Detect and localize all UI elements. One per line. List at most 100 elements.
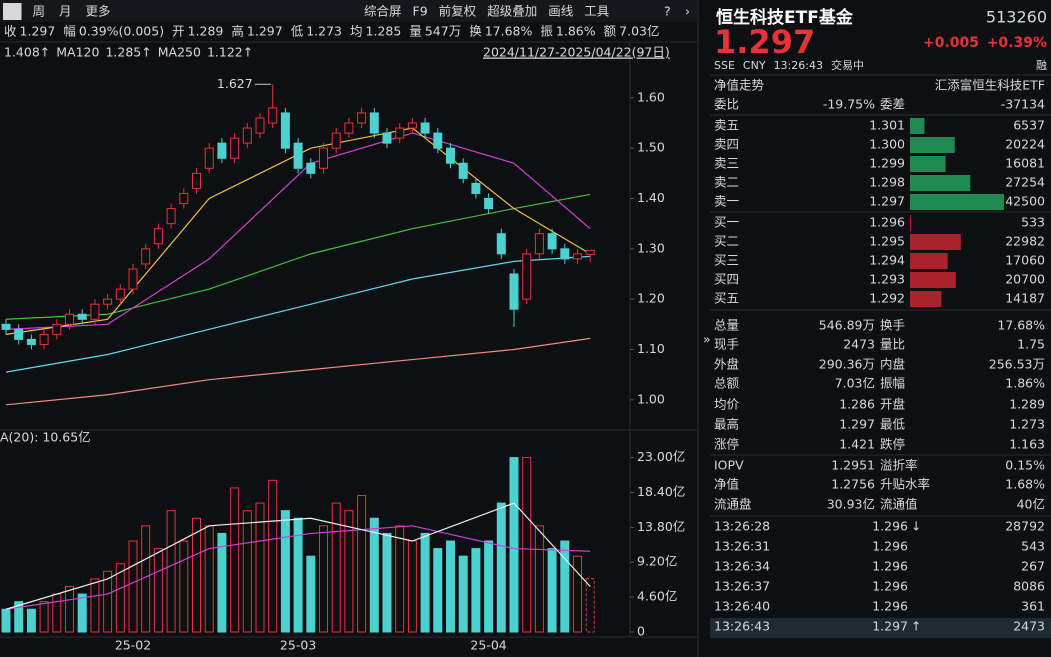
candle-body xyxy=(14,328,24,340)
book-price: 1.294 xyxy=(869,253,905,268)
period-tab[interactable]: 月 xyxy=(59,4,72,19)
stat-cell: 涨停 xyxy=(714,437,739,452)
period-tab[interactable]: 周 xyxy=(33,4,46,19)
ma-legend: 1.408↑ xyxy=(4,45,50,60)
book-volume: 16081 xyxy=(1005,156,1045,171)
stat-cell: 最低 xyxy=(880,417,906,432)
info-label: 低 xyxy=(291,24,304,39)
ma-legend: MA120 xyxy=(56,45,99,60)
tool-button[interactable]: 综合屏 xyxy=(364,4,402,19)
quote-meta: 交易中 xyxy=(831,58,864,72)
stat-cell: 256.53万 xyxy=(989,357,1045,372)
stat-cell: 1.2951 xyxy=(831,458,875,473)
candle-body xyxy=(344,122,354,134)
tool-button[interactable]: F9 xyxy=(413,4,428,19)
stat-cell: 2473 xyxy=(843,337,875,352)
book-bar xyxy=(910,234,961,250)
tool-button[interactable]: 工具 xyxy=(584,4,610,19)
candle-body xyxy=(26,338,36,345)
stat-cell: 1.163 xyxy=(1009,437,1045,452)
stat-cell: 1.289 xyxy=(1009,397,1045,412)
tick-arrow: ↓ xyxy=(911,519,921,534)
candle-body xyxy=(560,248,570,260)
period-tab[interactable]: 日 xyxy=(6,4,19,19)
book-volume: 533 xyxy=(1021,215,1045,230)
volume-bar xyxy=(14,601,24,633)
tick-time: 13:26:34 xyxy=(714,559,770,574)
collapse-icon[interactable]: » xyxy=(703,332,711,347)
candle-body xyxy=(268,107,278,124)
volume-bar xyxy=(369,517,379,633)
book-price: 1.295 xyxy=(869,234,905,249)
high-annotation: 1.627 xyxy=(217,76,253,91)
book-label: 买二 xyxy=(714,234,739,249)
candle-body xyxy=(420,122,430,134)
ma-line xyxy=(5,502,591,610)
book-label: 卖三 xyxy=(714,156,739,171)
stat-cell: 30.93亿 xyxy=(827,497,875,512)
tick-time: 13:26:28 xyxy=(714,519,770,534)
book-label: 卖四 xyxy=(714,137,739,152)
quote-meta: CNY xyxy=(743,59,766,72)
volume-bar xyxy=(471,548,481,633)
candle-body xyxy=(242,127,252,144)
info-label: 开 xyxy=(172,24,185,39)
tick-time: 13:26:37 xyxy=(714,579,770,594)
y-tick-label: 1.50 xyxy=(637,140,665,155)
y-tick-label: 18.40亿 xyxy=(637,484,685,499)
book-bar xyxy=(910,253,948,269)
book-bar xyxy=(910,156,946,172)
y-tick-label: 0 xyxy=(637,624,645,639)
info-value: 1.297 xyxy=(247,24,283,39)
book-price: 1.293 xyxy=(869,272,905,287)
candle-body xyxy=(128,268,138,290)
tool-button[interactable]: 画线 xyxy=(548,4,574,19)
tick-arrow: ↑ xyxy=(911,619,921,634)
ma-line xyxy=(5,337,591,406)
book-bar xyxy=(910,137,955,153)
help-icon[interactable]: ? xyxy=(664,4,671,19)
tool-button[interactable]: 超级叠加 xyxy=(487,4,537,19)
tick-price: 1.296 xyxy=(872,599,908,614)
y-tick-label: 13.80亿 xyxy=(637,519,685,534)
price: 1.297 xyxy=(714,23,815,61)
candle-body xyxy=(166,208,176,225)
candle-body xyxy=(471,182,481,194)
change: +0.005 xyxy=(923,35,979,51)
book-bar xyxy=(910,215,912,231)
order-ratio: 委比 xyxy=(714,97,739,112)
candle-body xyxy=(217,142,227,159)
fund-code: 513260 xyxy=(986,8,1047,27)
stat-cell: 外盘 xyxy=(714,357,739,372)
nav-fund: 汇添富恒生科技ETF xyxy=(935,78,1045,93)
tick-price: 1.296 xyxy=(872,579,908,594)
book-label: 买三 xyxy=(714,253,739,268)
tool-button[interactable]: 前复权 xyxy=(439,4,477,19)
candle-body xyxy=(179,192,189,205)
info-label: 换 xyxy=(469,24,482,39)
volume-bar xyxy=(319,525,328,633)
nav-link[interactable]: 净值走势 xyxy=(714,78,765,93)
stat-cell: 17.68% xyxy=(997,318,1045,333)
candle-body xyxy=(1,323,11,330)
info-value: 1.273 xyxy=(306,24,342,39)
next-icon[interactable]: › xyxy=(685,4,690,19)
period-tab[interactable]: 更多 xyxy=(86,4,111,19)
book-bar xyxy=(910,272,956,288)
volume-bar xyxy=(280,510,290,633)
y-tick-label: 1.20 xyxy=(637,291,665,306)
book-label: 卖一 xyxy=(714,194,739,209)
volume-bar xyxy=(128,540,138,633)
book-price: 1.301 xyxy=(869,118,905,133)
ma-legend: MA250 xyxy=(158,45,201,60)
tick-price: 1.296 xyxy=(872,559,908,574)
date-range: 2024/11/27-2025/04/22(97日) xyxy=(483,45,670,60)
stat-cell: 1.297 xyxy=(839,417,875,432)
candle-body xyxy=(77,313,87,320)
ma-line xyxy=(5,127,591,335)
stat-cell: 0.15% xyxy=(1005,458,1045,473)
ma-legend: 1.122↑ xyxy=(207,45,253,60)
stat-cell: 振幅 xyxy=(880,376,905,391)
x-tick-label: 25-04 xyxy=(470,638,506,653)
